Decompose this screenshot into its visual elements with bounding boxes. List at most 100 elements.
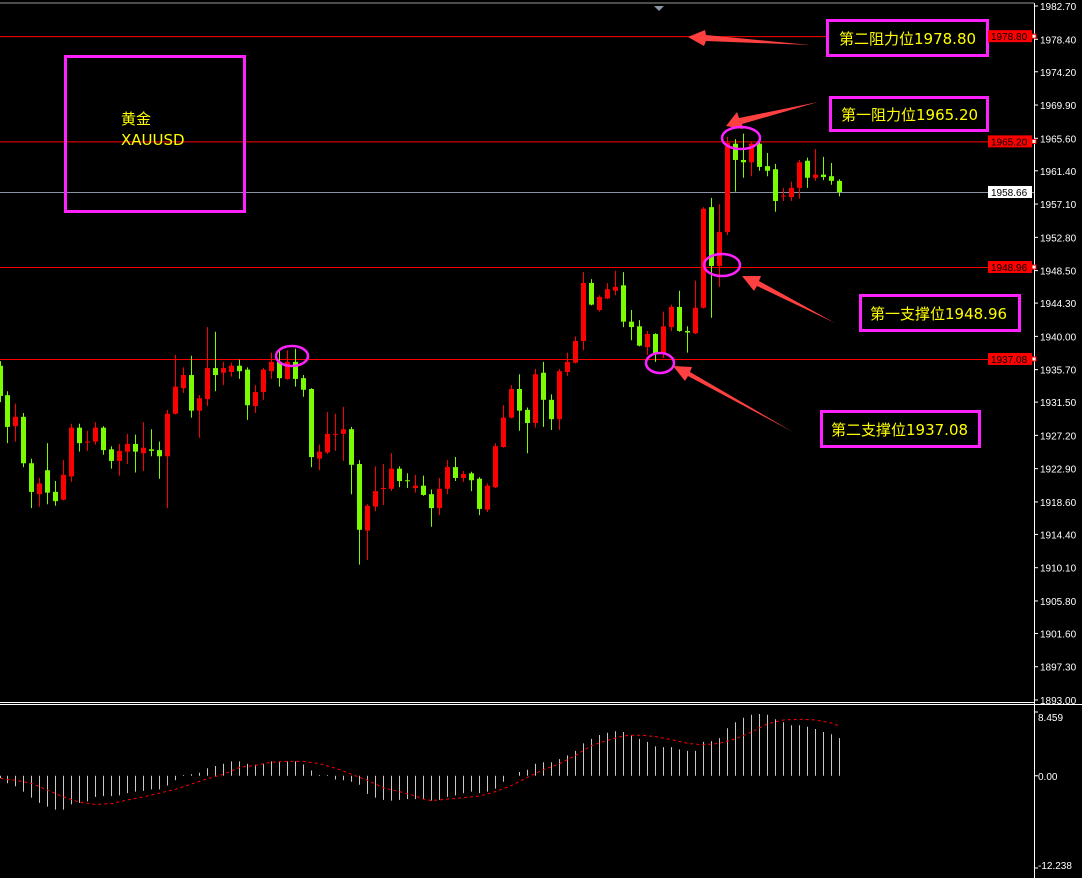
macd-axis-tick-label: 0.00	[1038, 772, 1058, 783]
annotation-text: 第一支撑位1948.96	[870, 305, 1007, 323]
candle-body	[141, 447, 146, 454]
candle	[205, 327, 210, 406]
candle	[141, 422, 146, 471]
candle	[85, 430, 90, 451]
candle-body	[805, 160, 810, 178]
highlight-ellipse	[274, 344, 310, 368]
candle	[621, 272, 626, 328]
candle-body	[621, 285, 626, 322]
candle-body	[149, 449, 154, 451]
axis-tick-label: 1905.80	[1040, 597, 1077, 608]
level-price-tag	[988, 135, 1032, 148]
candle	[509, 385, 514, 419]
candle-body	[565, 361, 570, 372]
candle	[405, 473, 410, 489]
candle	[317, 444, 322, 471]
candle	[237, 359, 242, 379]
candle-body	[733, 143, 738, 160]
candle	[813, 149, 818, 181]
candle-body	[461, 474, 466, 478]
candle	[61, 460, 66, 501]
candle-body	[813, 174, 818, 178]
level-marker-icon	[1031, 356, 1037, 362]
candle-body	[357, 464, 362, 530]
candle	[341, 406, 346, 461]
candle-body	[13, 416, 18, 427]
highlight-ellipse	[720, 125, 762, 151]
candle-body	[85, 441, 90, 443]
candle-body	[765, 166, 770, 171]
arrow-icon	[673, 366, 793, 432]
candle	[829, 163, 834, 185]
axis-tick-label: 1969.90	[1040, 101, 1077, 112]
candle	[597, 295, 602, 312]
candle-body	[485, 485, 490, 510]
candle	[573, 336, 578, 364]
candle-body	[525, 409, 530, 424]
candle	[613, 270, 618, 296]
candle	[69, 423, 74, 482]
candle	[77, 423, 82, 452]
candle-body	[533, 374, 538, 424]
candle	[0, 361, 3, 403]
candle-body	[397, 468, 402, 482]
candle	[325, 412, 330, 454]
highlight-ellipse	[702, 252, 742, 278]
candle-body	[413, 485, 418, 489]
candle-body	[117, 450, 122, 461]
price-axis[interactable]: 1982.70 1978.40 1974.20 1969.90 1965.60 1961.…	[1034, 0, 1082, 878]
candle-body	[309, 388, 314, 458]
level-price-tag	[988, 261, 1032, 274]
candle	[781, 187, 786, 201]
candle-body	[557, 371, 562, 420]
candle-body	[261, 369, 266, 393]
candle-body	[93, 427, 98, 442]
candle	[445, 460, 450, 495]
candle-body	[829, 176, 834, 181]
candle	[789, 181, 794, 201]
candle-body	[325, 433, 330, 453]
candle-body	[453, 467, 458, 478]
candle-body	[661, 326, 666, 353]
level-marker-icon	[1031, 138, 1037, 144]
candle-body	[173, 386, 178, 414]
candle	[101, 426, 106, 455]
candle	[93, 422, 98, 445]
price-tags: 1978.80 1965.20 1948.96 1937.08 1958.66	[988, 30, 1037, 366]
candle-body	[45, 470, 50, 493]
candle-body	[5, 395, 10, 427]
candle-body	[125, 443, 130, 452]
candle	[493, 443, 498, 489]
candle-body	[693, 307, 698, 334]
candle	[413, 474, 418, 493]
chart-shift-marker-icon[interactable]	[654, 6, 664, 11]
candle-body	[837, 180, 842, 192]
candle	[253, 385, 258, 413]
candle	[765, 153, 770, 177]
candle-body	[165, 413, 170, 457]
candle	[757, 142, 762, 171]
candle-body	[333, 433, 338, 435]
candle	[381, 464, 386, 506]
candle	[741, 133, 746, 178]
candle-body	[101, 427, 106, 451]
candle	[181, 367, 186, 393]
axis-tick-label: 1922.90	[1040, 465, 1077, 476]
candle-body	[477, 478, 482, 509]
candle-body	[29, 463, 34, 492]
candle	[461, 470, 466, 482]
candle	[45, 443, 50, 505]
candle-body	[741, 159, 746, 163]
candle-body	[405, 480, 410, 482]
candle-body	[645, 334, 650, 348]
candle	[549, 394, 554, 430]
axis-tick-label: 1901.60	[1040, 629, 1077, 640]
axis-tick-label: 1978.40	[1040, 35, 1077, 46]
candle-body	[549, 399, 554, 420]
candle	[309, 388, 314, 468]
candle-body	[69, 427, 74, 477]
candle	[277, 349, 282, 387]
candle	[293, 348, 298, 387]
candle-body	[629, 321, 634, 328]
